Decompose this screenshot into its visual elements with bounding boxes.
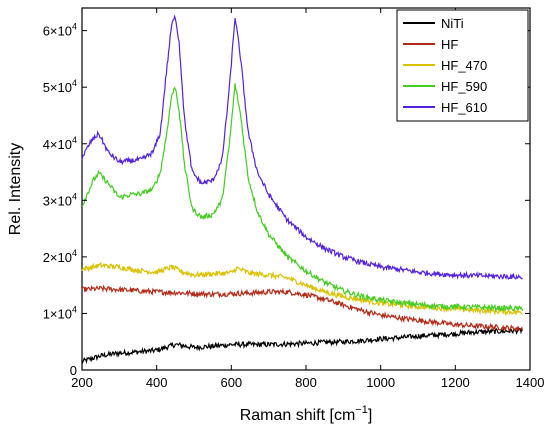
x-tick-label: 200 xyxy=(71,375,93,390)
x-tick-label: 800 xyxy=(295,375,317,390)
y-tick-label: 5×104 xyxy=(43,78,77,95)
y-tick-label: 2×104 xyxy=(43,248,77,265)
series-layer xyxy=(81,14,524,365)
x-axis-title: Raman shift [cm−1] xyxy=(240,404,373,424)
x-tick-label: 1400 xyxy=(516,375,545,390)
x-tick-label: 1200 xyxy=(441,375,470,390)
y-tick-label: 6×104 xyxy=(43,22,77,39)
x-tick-label: 400 xyxy=(146,375,168,390)
y-tick-label: 3×104 xyxy=(43,191,77,208)
y-axis-title: Rel. Intensity xyxy=(7,143,24,235)
legend-label: HF_590 xyxy=(441,79,487,94)
ticks-layer: 200 400 600 800 1000 1200 1400 0 1×104 2×104 3×104… xyxy=(43,8,545,390)
series-line-hf xyxy=(81,284,524,333)
legend-label: HF xyxy=(441,37,458,52)
x-tick-label: 600 xyxy=(220,375,242,390)
x-axis-title-main: Raman shift [cm xyxy=(240,407,356,424)
legend-label: HF_470 xyxy=(441,58,487,73)
series-line-hf-590 xyxy=(81,83,524,313)
y-tick-label: 0 xyxy=(70,363,77,378)
x-tick-label: 1000 xyxy=(366,375,395,390)
series-line-hf-610 xyxy=(81,14,523,281)
y-tick-label: 4×104 xyxy=(43,135,77,152)
y-tick-label: 1×104 xyxy=(43,304,77,321)
legend: NiTi HF HF_470 HF_590 HF_610 xyxy=(396,9,529,122)
legend-label: HF_610 xyxy=(441,100,487,115)
x-axis-title-sup: −1 xyxy=(355,404,368,416)
series-line-niti xyxy=(81,326,523,365)
x-axis-title-tail: ] xyxy=(368,407,372,424)
legend-label: NiTi xyxy=(441,16,464,31)
